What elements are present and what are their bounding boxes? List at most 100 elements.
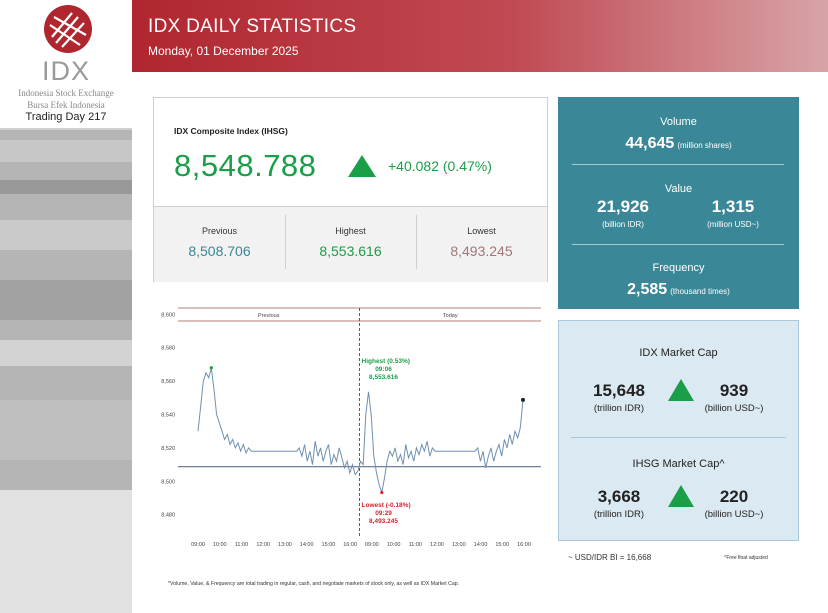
high-annotation-value: 8,553.616: [369, 374, 398, 381]
stat-lowest-label: Lowest: [467, 226, 496, 236]
value-idr: 21,926 (billion IDR): [563, 197, 683, 229]
divider: [572, 164, 784, 165]
idx-market-cap-usd: 939: [719, 381, 749, 400]
logo-subtitle-en: Indonesia Stock Exchange: [18, 88, 114, 98]
stat-highest-value: 8,553.616: [319, 243, 382, 259]
y-tick-label: 8,540: [161, 412, 175, 418]
frequency-value: 2,585: [627, 281, 668, 298]
volume-value: 44,645: [625, 135, 675, 152]
chart-svg: Previous Today 8,600 8,580 8,560 8,540 8,520 8,…: [161, 307, 541, 548]
x-tick-label: 10:00: [387, 542, 401, 548]
stat-previous-value: 8,508.706: [188, 243, 251, 259]
header-band: IDX DAILY STATISTICS Monday, 01 December…: [132, 0, 828, 72]
stat-previous: Previous 8,508.706: [154, 207, 285, 283]
value-usd-unit: (million USD~): [707, 220, 759, 229]
x-tick-label: 14:00: [474, 542, 488, 548]
high-annotation-title: Highest (0.53%): [362, 358, 410, 365]
x-tick-label: 13:00: [278, 542, 292, 548]
stat-divider: [285, 215, 286, 269]
page-title: IDX DAILY STATISTICS: [148, 16, 357, 37]
trading-day-label: Trading Day 217: [25, 111, 107, 123]
ihsg-value: 8,548.788: [174, 148, 317, 183]
x-tick-label: 11:00: [235, 542, 248, 548]
y-tick-label: 8,480: [161, 513, 175, 519]
x-tick-label: 13:00: [452, 542, 466, 548]
stat-previous-label: Previous: [201, 226, 237, 236]
ihsg-change: +40.082 (0.47%): [388, 158, 492, 174]
frequency-row: 2,585 (thousand times): [558, 281, 799, 299]
ihsg-market-cap-usd: 220: [719, 487, 749, 506]
up-triangle-icon: [668, 485, 694, 507]
up-triangle-icon: [668, 379, 694, 401]
ihsg-stats-row: Previous 8,508.706 Highest 8,553.616 Low…: [154, 206, 547, 282]
ihsg-market-cap-label: IHSG Market Cap^: [632, 458, 725, 470]
volume-unit: (million shares): [677, 141, 732, 150]
x-tick-label: 09:00: [191, 542, 205, 548]
value-label: Value: [664, 183, 693, 195]
up-triangle-icon: [348, 155, 376, 177]
idx-market-cap-usd-unit: (billion USD~): [704, 403, 764, 414]
value-idr-number: 21,926: [597, 197, 649, 216]
y-tick-label: 8,500: [161, 479, 175, 485]
x-tick-label: 10:00: [213, 542, 227, 548]
x-tick-label: 14:00: [300, 542, 314, 548]
value-usd-number: 1,315: [711, 197, 755, 216]
low-annotation-title: Lowest (-0.18%): [362, 502, 411, 509]
frequency-label: Frequency: [652, 262, 705, 274]
frequency-unit: (thousand times): [670, 287, 730, 296]
y-tick-label: 8,520: [161, 446, 175, 452]
x-tick-label: 11:00: [409, 542, 422, 548]
ihsg-intraday-chart: Previous Today 8,600 8,580 8,560 8,540 8,520 8,…: [153, 296, 548, 558]
logo-text: IDX: [41, 56, 90, 86]
x-tick-label: 12:00: [256, 542, 270, 548]
idx-market-cap-label: IDX Market Cap: [639, 347, 718, 359]
y-tick-label: 8,580: [161, 346, 175, 352]
idx-market-cap-idr: 15,648: [593, 381, 645, 400]
x-tick-label: 16:00: [343, 542, 357, 548]
value-usd: 1,315 (million USD~): [673, 197, 793, 229]
stat-lowest-value: 8,493.245: [450, 243, 513, 259]
value-idr-unit: (billion IDR): [602, 220, 644, 229]
low-annotation-value: 8,493.245: [369, 518, 398, 525]
market-cap-card: IDX Market Cap 15,648 (trillion IDR) 939…: [558, 320, 799, 541]
divider: [571, 437, 786, 438]
stat-lowest: Lowest 8,493.245: [416, 207, 547, 283]
x-tick-label: 12:00: [430, 542, 444, 548]
high-annotation-time: 09:06: [375, 366, 392, 373]
ihsg-label: IDX Composite Index (IHSG): [174, 126, 288, 136]
report-date: Monday, 01 December 2025: [148, 44, 299, 58]
x-tick-label: 09:00: [365, 542, 379, 548]
low-point-marker: [380, 490, 384, 495]
fx-rate-note: ~ USD/IDR BI = 16,668: [568, 553, 652, 562]
stat-divider: [416, 215, 417, 269]
idx-market-cap-idr-unit: (trillion IDR): [593, 403, 645, 414]
ihsg-market-cap-usd-unit: (billion USD~): [704, 509, 764, 520]
ihsg-market-cap-idr: 3,668: [597, 487, 641, 506]
stat-highest-label: Highest: [335, 226, 366, 236]
trading-summary-card: Volume 44,645 (million shares) Value 21,…: [558, 97, 799, 309]
volume-label: Volume: [660, 116, 697, 128]
section-label-today: Today: [443, 313, 458, 319]
high-point-marker: [209, 366, 213, 370]
footnote: *Volume, Value, & Frequency are total tr…: [168, 581, 460, 587]
last-point-marker: [521, 397, 525, 402]
volume-row: 44,645 (million shares): [558, 135, 799, 153]
idx-logo-icon: [44, 5, 92, 53]
stat-highest: Highest 8,553.616: [285, 207, 416, 283]
low-annotation-time: 09:29: [375, 510, 392, 517]
y-tick-label: 8,560: [161, 379, 175, 385]
sidebar: IDX Indonesia Stock Exchange Bursa Efek …: [0, 0, 132, 613]
free-float-note: ^Free float adjusted: [724, 555, 768, 561]
ihsg-market-cap-idr-unit: (trillion IDR): [593, 509, 645, 520]
logo-area: IDX Indonesia Stock Exchange Bursa Efek …: [0, 0, 132, 128]
x-tick-label: 15:00: [322, 542, 336, 548]
y-tick-label: 8,600: [161, 312, 175, 318]
x-tick-label: 15:00: [495, 542, 509, 548]
x-tick-label: 16:00: [517, 542, 531, 548]
ihsg-series-line: [197, 367, 524, 495]
ticker-background-image: [0, 130, 132, 613]
logo-subtitle-id: Bursa Efek Indonesia: [27, 100, 105, 110]
ihsg-card: IDX Composite Index (IHSG) 8,548.788 +40…: [153, 97, 548, 282]
divider: [572, 244, 784, 245]
section-label-previous: Previous: [258, 313, 280, 319]
